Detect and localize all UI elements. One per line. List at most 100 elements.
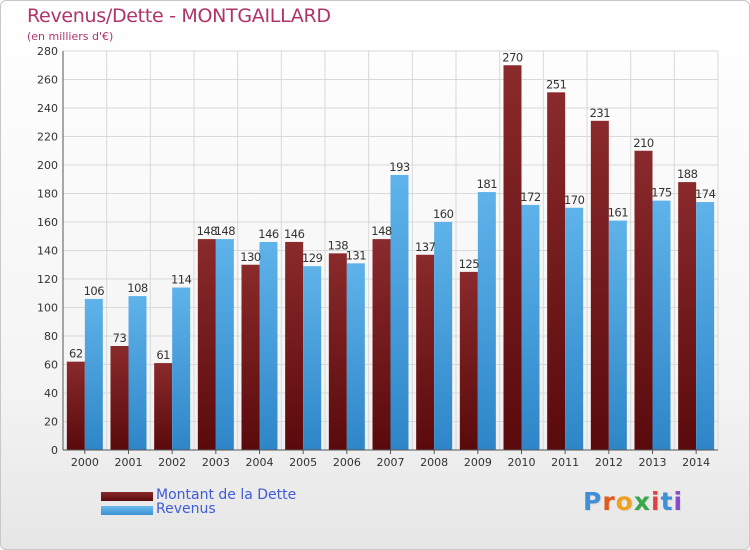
y-tick-label: 260	[37, 74, 58, 87]
x-tick-label: 2014	[682, 456, 710, 469]
bar-dette-2000	[66, 361, 85, 450]
data-label-revenus-2009: 181	[477, 177, 498, 191]
x-tick-label: 2008	[420, 456, 448, 469]
logo-letter: x	[633, 487, 651, 516]
data-label-dette-2010: 270	[502, 50, 523, 64]
bar-dette-2014	[678, 182, 697, 450]
x-tick-label: 2011	[551, 456, 579, 469]
logo-letter: i	[651, 487, 661, 516]
y-tick-label: 40	[44, 387, 58, 400]
data-label-revenus-2004: 146	[258, 227, 279, 241]
bar-dette-2003	[197, 239, 216, 450]
logo-letter: o	[615, 487, 634, 516]
y-tick-label: 20	[44, 416, 58, 429]
x-tick-label: 2000	[71, 456, 99, 469]
bar-dette-2009	[459, 271, 478, 450]
y-tick-label: 60	[44, 359, 58, 372]
bar-revenus-2012	[608, 220, 627, 450]
x-tick-label: 2001	[115, 456, 143, 469]
data-label-dette-2001: 73	[113, 331, 127, 345]
data-label-dette-2005: 146	[284, 227, 305, 241]
data-label-revenus-2010: 172	[520, 190, 541, 204]
bar-revenus-2010	[521, 204, 540, 450]
bar-revenus-2013	[652, 200, 671, 450]
y-tick-label: 100	[37, 302, 58, 315]
x-tick-label: 2003	[202, 456, 230, 469]
data-label-dette-2006: 138	[328, 238, 349, 252]
data-label-dette-2011: 251	[546, 77, 567, 91]
bar-dette-2010	[503, 65, 522, 450]
x-tick-label: 2010	[508, 456, 536, 469]
bar-revenus-2001	[128, 296, 147, 450]
bar-revenus-2004	[259, 241, 278, 450]
legend-label-revenus: Revenus	[156, 501, 216, 517]
bar-revenus-2007	[390, 174, 409, 450]
data-label-revenus-2008: 160	[433, 207, 454, 221]
legend-label-dette: Montant de la Dette	[156, 487, 297, 503]
y-tick-label: 80	[44, 330, 58, 343]
data-label-dette-2012: 231	[590, 106, 611, 120]
y-tick-label: 200	[37, 159, 58, 172]
bar-dette-2013	[634, 150, 653, 450]
data-label-dette-2014: 188	[677, 167, 698, 181]
bar-revenus-2002	[172, 287, 191, 450]
legend-swatch-revenus	[101, 506, 153, 515]
legend-swatch-dette	[101, 492, 153, 501]
x-tick-label: 2012	[595, 456, 623, 469]
data-label-revenus-2000: 106	[84, 284, 105, 298]
axes: 0 20 40 60 80 100 120 140 160 180 200 220 240 260 280 2…	[37, 45, 718, 469]
bar-revenus-2014	[696, 202, 715, 450]
data-label-revenus-2005: 129	[302, 251, 323, 265]
data-label-dette-2009: 125	[459, 257, 480, 271]
bar-dette-2007	[372, 239, 391, 450]
bar-dette-2006	[328, 253, 347, 450]
logo-letter: i	[673, 487, 684, 516]
bar-revenus-2000	[84, 298, 103, 450]
data-label-revenus-2013: 175	[651, 186, 672, 200]
data-label-revenus-2006: 131	[346, 248, 367, 262]
bar-dette-2008	[416, 254, 435, 450]
bar-revenus-2005	[303, 266, 322, 450]
y-tick-label: 120	[37, 273, 58, 286]
logo-letter: r	[602, 487, 616, 516]
chart-title: Revenus/Dette - MONTGAILLARD	[27, 5, 331, 27]
x-tick-label: 2013	[639, 456, 667, 469]
data-label-revenus-2012: 161	[608, 206, 629, 220]
data-label-dette-2013: 210	[633, 136, 654, 150]
y-tick-label: 140	[37, 245, 58, 258]
bar-revenus-2008	[434, 222, 453, 450]
y-tick-label: 220	[37, 131, 58, 144]
x-tick-label: 2004	[246, 456, 274, 469]
bar-dette-2005	[285, 241, 304, 450]
data-label-dette-2000: 62	[69, 347, 83, 361]
logo-letter: t	[660, 487, 674, 516]
bar-revenus-2003	[215, 239, 234, 450]
data-label-dette-2002: 61	[156, 348, 170, 362]
y-tick-label: 0	[51, 444, 58, 457]
y-tick-label: 280	[37, 45, 58, 58]
bar-dette-2011	[547, 92, 566, 450]
data-label-revenus-2011: 170	[564, 193, 585, 207]
y-tick-label: 180	[37, 188, 58, 201]
y-tick-label: 160	[37, 216, 58, 229]
bar-revenus-2006	[346, 263, 365, 450]
bar-revenus-2011	[565, 207, 584, 450]
chart-subtitle: (en milliers d'€)	[27, 30, 114, 43]
data-label-revenus-2014: 174	[695, 187, 716, 201]
bar-dette-2012	[590, 120, 609, 450]
x-tick-label: 2009	[464, 456, 492, 469]
data-label-revenus-2002: 114	[171, 273, 192, 287]
data-label-dette-2008: 137	[415, 240, 436, 254]
y-tick-label: 240	[37, 102, 58, 115]
bar-dette-2002	[154, 363, 173, 450]
data-label-revenus-2001: 108	[127, 281, 148, 295]
proxiti-logo: Proxiti	[583, 487, 683, 516]
logo-letter: P	[583, 487, 603, 516]
x-tick-label: 2006	[333, 456, 361, 469]
data-label-dette-2003: 148	[197, 224, 218, 238]
bar-dette-2001	[110, 345, 129, 450]
x-tick-label: 2005	[289, 456, 317, 469]
